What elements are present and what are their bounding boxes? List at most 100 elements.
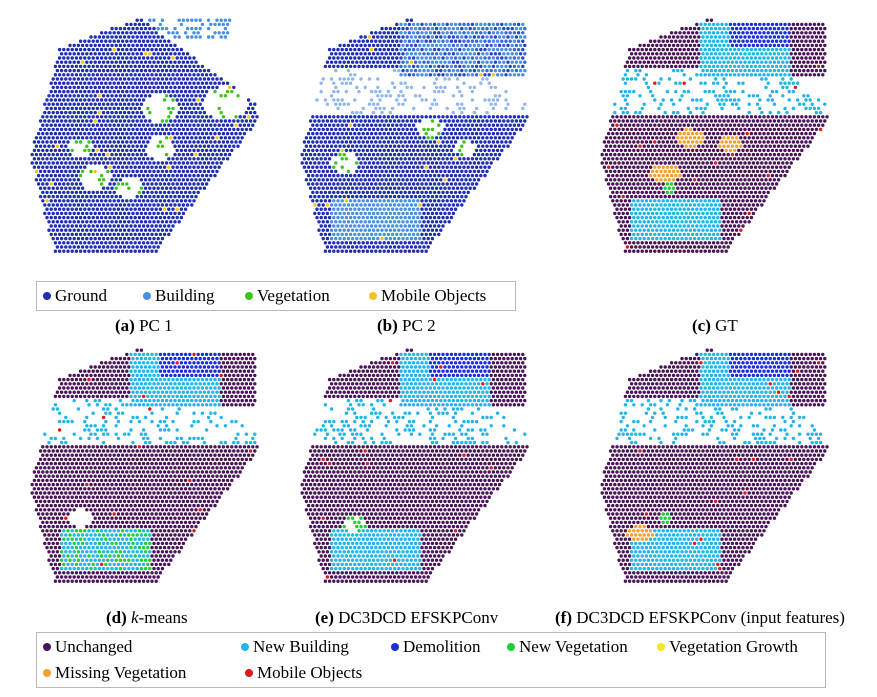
point — [779, 22, 783, 27]
point — [173, 119, 177, 123]
point — [665, 64, 670, 69]
point — [143, 127, 148, 132]
point — [430, 60, 435, 64]
point — [405, 85, 409, 90]
point — [439, 60, 443, 64]
point — [409, 211, 414, 216]
point — [315, 199, 319, 203]
point — [66, 249, 70, 253]
point — [190, 169, 194, 174]
point — [384, 236, 388, 241]
point — [89, 77, 93, 81]
point — [766, 56, 770, 60]
point — [85, 220, 89, 224]
point — [59, 136, 64, 140]
point — [116, 157, 121, 161]
point — [106, 43, 110, 48]
point — [179, 140, 184, 144]
point — [464, 43, 468, 48]
point — [627, 89, 632, 94]
point — [462, 73, 466, 77]
point — [367, 77, 372, 81]
point — [152, 43, 156, 48]
point — [217, 81, 221, 85]
point — [745, 131, 749, 136]
point — [680, 94, 684, 98]
point — [146, 140, 150, 144]
point — [506, 35, 510, 39]
point — [483, 56, 487, 60]
point — [311, 157, 315, 161]
point — [671, 35, 676, 39]
point — [783, 106, 787, 111]
point — [401, 144, 405, 148]
point — [403, 190, 407, 195]
point — [359, 119, 363, 123]
point — [521, 47, 525, 52]
point — [122, 236, 127, 241]
point — [308, 169, 313, 174]
point — [175, 199, 179, 203]
point — [327, 199, 332, 203]
point — [707, 47, 712, 52]
point — [89, 94, 93, 98]
point — [401, 169, 405, 174]
point — [185, 161, 190, 165]
point — [512, 22, 517, 27]
point — [361, 106, 365, 111]
point — [506, 60, 510, 64]
point — [432, 165, 437, 169]
point — [62, 241, 66, 245]
point — [192, 89, 196, 94]
point — [340, 64, 344, 69]
point — [51, 127, 55, 132]
point — [382, 165, 386, 169]
point — [678, 81, 682, 85]
point — [91, 207, 95, 211]
point — [751, 26, 756, 31]
point — [521, 22, 525, 27]
point — [74, 249, 79, 253]
point — [355, 161, 359, 165]
point — [62, 89, 66, 94]
point — [703, 89, 707, 94]
point — [204, 140, 209, 144]
point — [213, 73, 217, 77]
point — [737, 106, 741, 111]
point — [152, 211, 156, 216]
point — [701, 68, 705, 73]
point — [497, 43, 502, 48]
point — [818, 60, 823, 64]
point — [315, 190, 319, 195]
point — [106, 85, 110, 90]
point — [407, 173, 412, 178]
point — [392, 161, 397, 165]
point — [760, 60, 764, 64]
point — [139, 127, 144, 132]
point — [758, 131, 762, 136]
point — [315, 123, 319, 127]
point — [80, 228, 85, 232]
point — [160, 194, 165, 199]
point — [51, 186, 55, 190]
point — [472, 85, 477, 90]
point — [225, 81, 230, 85]
point — [148, 119, 152, 123]
point — [426, 236, 430, 241]
point — [760, 26, 764, 31]
point — [772, 102, 777, 106]
point — [445, 157, 449, 161]
point — [497, 136, 502, 140]
point — [363, 245, 367, 249]
point — [167, 115, 171, 119]
point — [332, 249, 336, 253]
point — [323, 215, 328, 220]
point — [392, 68, 397, 73]
point — [329, 178, 334, 182]
point — [137, 31, 142, 35]
point — [445, 148, 449, 153]
point — [173, 136, 177, 140]
point — [409, 119, 414, 123]
point — [146, 106, 150, 111]
point — [823, 26, 827, 31]
